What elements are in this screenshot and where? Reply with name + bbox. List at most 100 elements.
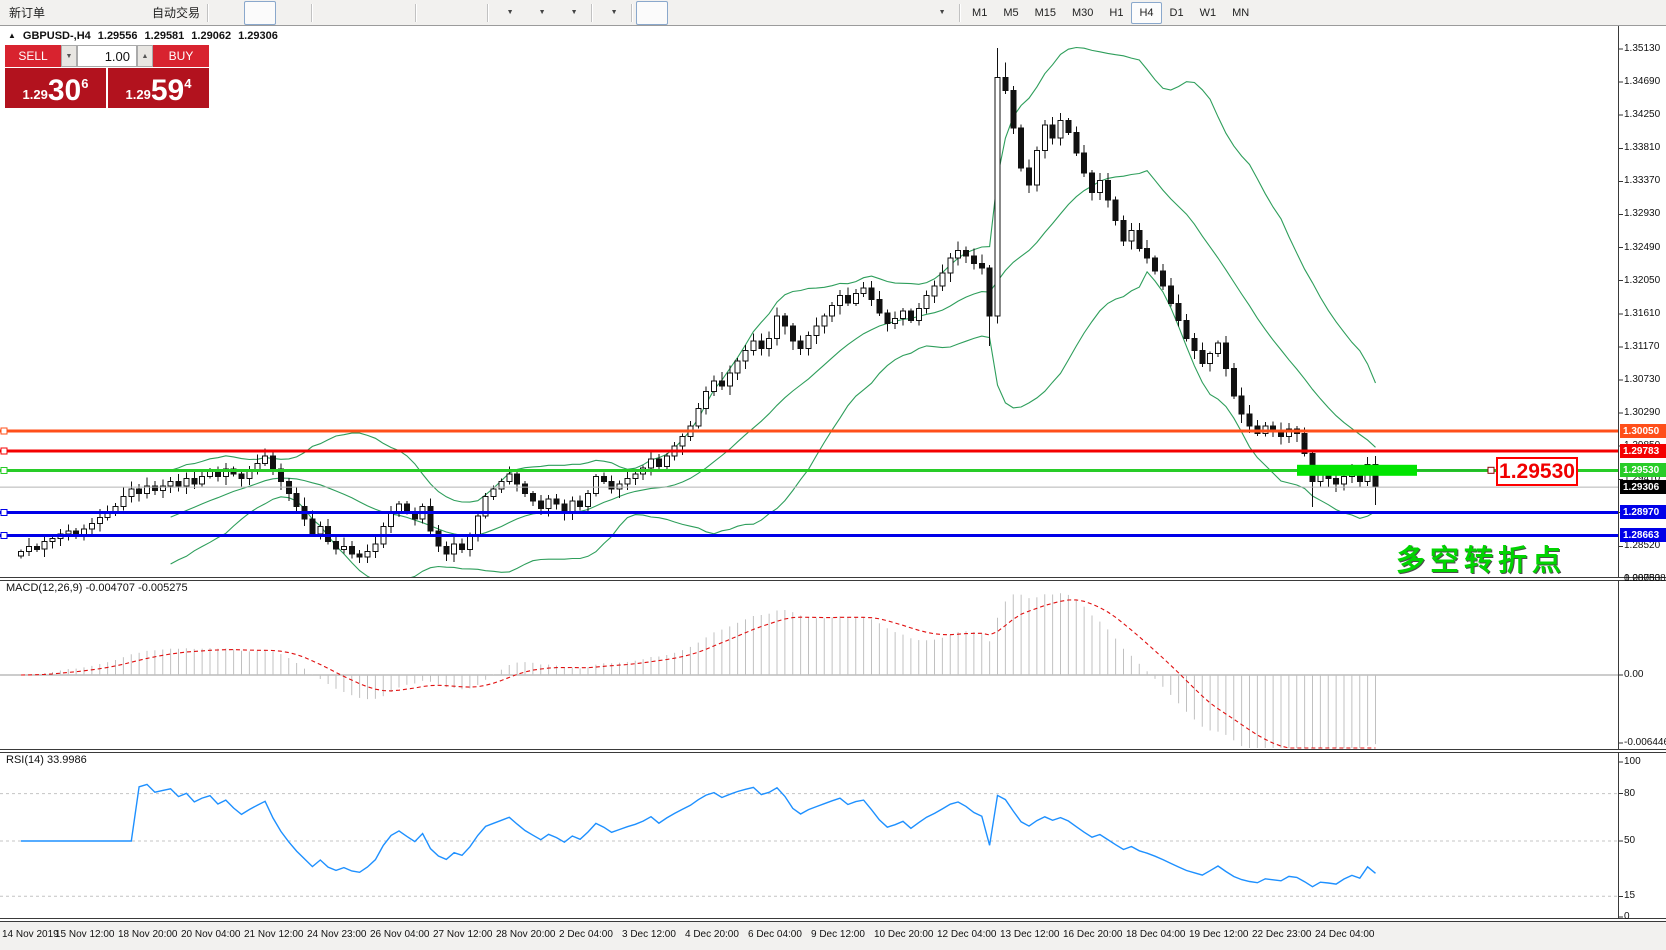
chart-annotation-text[interactable]: 多空转折点 — [1396, 545, 1567, 577]
autotrading-button[interactable]: 自动交易 — [2, 1, 204, 42]
timeframe-d1-button[interactable]: D1 — [1169, 6, 1184, 19]
candles — [18, 48, 1379, 564]
price-tick-label: 1.30730 — [1624, 373, 1661, 385]
time-axis-label: 16 Dec 20:00 — [1063, 929, 1123, 940]
price-axis-border — [1618, 26, 1619, 922]
sell-price-pips: 30 — [47, 74, 82, 107]
chart-area[interactable] — [0, 26, 1666, 950]
callout-endpoint-marker — [1487, 466, 1495, 474]
timeframe-w1-button[interactable]: W1 — [1199, 6, 1217, 19]
line-chart-button[interactable] — [1, 1, 308, 39]
quote-low: 1.29062 — [191, 30, 232, 42]
macd-tick-label: -0.006446 — [1624, 737, 1666, 748]
zoom-out-button[interactable] — [1, 1, 380, 42]
volume-increase-button[interactable]: ▲ — [137, 45, 153, 67]
price-tick-label: 1.33370 — [1624, 175, 1661, 187]
cursor-button[interactable] — [6, 0, 669, 41]
text-button[interactable]: A — [5, 1, 892, 42]
price-tick-label: 1.31610 — [1624, 307, 1661, 319]
time-axis-label: 18 Dec 04:00 — [1126, 929, 1186, 940]
zoom-in-button[interactable] — [1, 1, 348, 42]
sell-button[interactable]: SELL — [5, 45, 61, 67]
indicators-button[interactable]: ▼ — [1, 1, 524, 39]
time-axis-label: 15 Nov 12:00 — [55, 929, 115, 940]
toolbar-right-icons — [1554, 2, 1662, 44]
arrows-button[interactable]: ▼ — [4, 1, 956, 40]
channel-button[interactable]: E — [1, 1, 828, 42]
toolbar-separator — [207, 3, 210, 22]
toolbar-separator — [415, 3, 418, 22]
vline-button[interactable] — [8, 1, 732, 41]
chart-canvas[interactable] — [0, 26, 1666, 950]
crosshair-button[interactable] — [2, 1, 700, 40]
label-button[interactable]: T — [1, 1, 924, 40]
tile-windows-button[interactable] — [2, 1, 412, 41]
chat-button[interactable] — [1555, 2, 1624, 42]
highlight-zone-bar[interactable] — [1297, 464, 1417, 476]
hline-button[interactable] — [2, 1, 764, 35]
bid-price-tag: 1.29306 — [1620, 480, 1666, 495]
price-tick-label: 1.32050 — [1624, 274, 1661, 286]
new-order-button[interactable]: 新订单 — [2, 1, 49, 41]
trendline-button[interactable] — [1, 1, 796, 41]
templates-button[interactable]: ▼ — [3, 1, 588, 41]
price-tick-label: 1.30290 — [1624, 407, 1661, 419]
signals-button[interactable] — [2, 1, 145, 39]
hline-price-tag: 1.28663 — [1620, 528, 1666, 543]
ingot-button[interactable] — [2, 1, 81, 40]
profiles-button[interactable]: ▼ — [2, 1, 628, 40]
price-tick-label: 1.28520 — [1624, 540, 1661, 552]
buy-button[interactable]: BUY — [153, 45, 209, 67]
sell-price-display[interactable]: 1.29 30 6 — [5, 68, 106, 108]
timeframe-m15-button[interactable]: M15 — [1034, 6, 1056, 19]
buy-price-point: 4 — [184, 76, 192, 91]
periods-button[interactable]: ▼ — [3, 1, 556, 40]
price-tick-label: 1.34250 — [1624, 109, 1661, 121]
buy-price-display[interactable]: 1.29 59 4 — [108, 68, 209, 108]
chevron-down-icon: ▼ — [506, 9, 514, 16]
rsi-panel — [0, 783, 1618, 897]
time-axis[interactable] — [0, 922, 1666, 950]
time-axis-label: 6 Dec 04:00 — [748, 929, 802, 940]
volume-input[interactable]: 1.00 — [77, 45, 137, 67]
bar-chart-button[interactable] — [3, 1, 244, 39]
market-watch-button[interactable] — [3, 1, 113, 40]
fibonacci-button[interactable]: F — [2, 1, 860, 42]
collapse-panel-icon[interactable]: ▲ — [8, 31, 16, 40]
candle-chart-button[interactable] — [2, 0, 277, 40]
hline-price-tag: 1.28970 — [1620, 505, 1666, 520]
bollinger-bands — [170, 46, 1377, 577]
main-macd-separator[interactable] — [0, 577, 1666, 581]
time-axis-label: 13 Dec 12:00 — [1000, 929, 1060, 940]
macd-rsi-separator[interactable] — [0, 749, 1666, 753]
time-axis-label: 10 Dec 20:00 — [874, 929, 934, 940]
time-axis-label: 28 Nov 20:00 — [496, 929, 556, 940]
rsi-tick-label: 100 — [1624, 756, 1641, 767]
time-axis-label: 26 Nov 04:00 — [370, 929, 430, 940]
chart-shift-button[interactable] — [3, 1, 484, 40]
timeframe-m5-button[interactable]: M5 — [1003, 6, 1019, 19]
timeframe-mn-button[interactable]: MN — [1232, 6, 1250, 19]
search-button[interactable] — [1554, 2, 1586, 44]
toolbar-separator — [631, 3, 634, 22]
volume-decrease-button[interactable]: ▼ — [61, 45, 77, 67]
auto-scroll-button[interactable] — [4, 1, 452, 40]
time-axis-label: 22 Dec 23:00 — [1252, 929, 1312, 940]
axis-ticks — [20, 48, 1623, 927]
rsi-indicator-label: RSI(14) 33.9986 — [6, 754, 87, 766]
timeframe-m30-button[interactable]: M30 — [1072, 6, 1094, 19]
time-axis-label: 21 Nov 12:00 — [244, 929, 304, 940]
price-tick-label: 1.31170 — [1624, 340, 1660, 352]
timeframe-h4-button[interactable]: H4 — [1131, 1, 1162, 24]
time-axis-label: 4 Dec 20:00 — [685, 929, 739, 940]
macd-panel — [0, 593, 1618, 749]
quote-header: ▲ GBPUSD-,H4 1.29556 1.29581 1.29062 1.2… — [8, 30, 278, 42]
new-order-button-label: 新订单 — [9, 6, 46, 20]
time-axis-label: 2 Dec 04:00 — [559, 929, 613, 940]
timeframe-h1-button[interactable]: H1 — [1109, 6, 1124, 19]
price-callout-box[interactable]: 1.29530 — [1496, 457, 1578, 486]
panels-button[interactable] — [1555, 2, 1662, 42]
chevron-down-icon: ▼ — [538, 9, 546, 16]
timeframe-m1-button[interactable]: M1 — [972, 6, 988, 19]
